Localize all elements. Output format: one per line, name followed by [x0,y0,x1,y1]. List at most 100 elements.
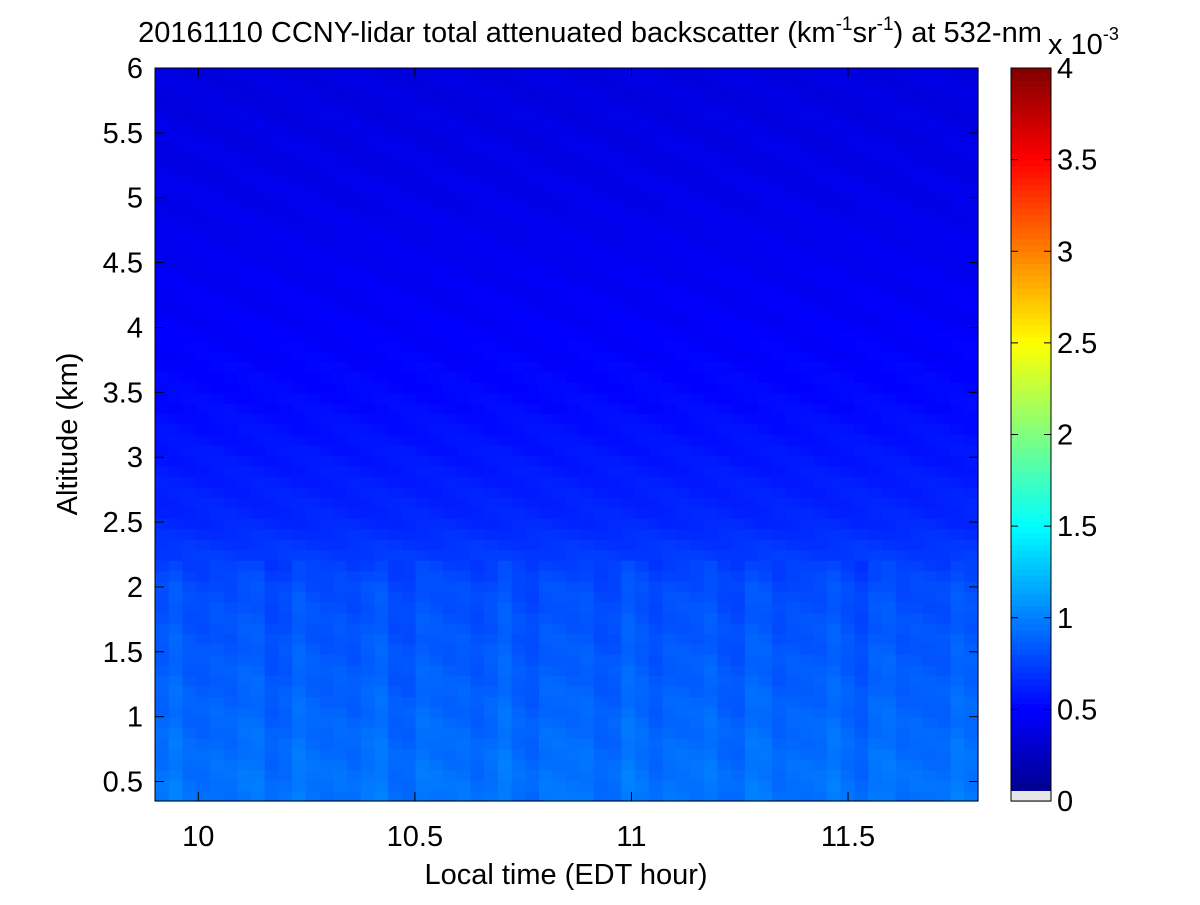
heatmap-cell [923,654,938,666]
colorbar-swatch [1011,287,1051,295]
heatmap-cell [772,193,787,205]
heatmap-cell [333,403,348,415]
heatmap-cell [388,151,403,163]
heatmap-cell [772,340,787,352]
heatmap-cell [443,382,458,394]
colorbar-swatch [1011,294,1051,301]
heatmap-cell [895,340,911,352]
heatmap-cell [635,277,650,289]
heatmap-cell [401,277,417,289]
heatmap-cell [909,675,924,687]
heatmap-cell [497,130,513,142]
heatmap-cell [799,424,814,436]
heatmap-cell [909,287,924,299]
heatmap-cell [621,696,636,708]
heatmap-cell [552,675,568,687]
heatmap-cell [621,528,636,540]
heatmap-cell [223,675,238,687]
heatmap-cell [388,780,403,792]
heatmap-cell [511,246,526,258]
heatmap-cell [223,99,238,111]
heatmap-cell [155,769,170,781]
heatmap-cell [360,570,376,582]
heatmap-cell [305,434,321,446]
heatmap-cell [717,235,732,247]
heatmap-cell [717,717,732,729]
heatmap-cell [470,790,485,802]
heatmap-cell [662,225,677,237]
heatmap-cell [182,403,197,415]
heatmap-cell [347,183,362,195]
heatmap-cell [511,235,526,247]
heatmap-cell [868,413,883,425]
heatmap-cell [936,256,952,268]
heatmap-cell [429,214,444,226]
heatmap-cell [689,560,705,572]
colorbar-swatch [1011,232,1051,240]
heatmap-cell [785,266,801,279]
heatmap-cell [196,246,211,258]
heatmap-cell [785,424,801,436]
heatmap-cell [497,162,513,174]
heatmap-cell [168,413,184,425]
heatmap-cell [525,371,540,383]
heatmap-cell [607,528,622,540]
heatmap-cell [415,235,430,247]
heatmap-cell [648,382,664,394]
heatmap-cell [635,382,650,394]
heatmap-cell [415,371,430,383]
heatmap-cell [278,769,293,781]
heatmap-cell [744,287,760,299]
heatmap-cell [223,256,238,268]
heatmap-cell [319,790,334,802]
heatmap-cell [278,109,293,121]
heatmap-cell [552,497,568,509]
heatmap-cell [223,560,238,572]
heatmap-cell [196,675,211,687]
heatmap-cell [223,738,238,750]
heatmap-cell [360,612,376,624]
heatmap-cell [717,308,732,320]
heatmap-cell [799,769,814,781]
heatmap-cell [278,727,293,739]
heatmap-cell [305,287,321,299]
heatmap-cell [374,570,389,582]
heatmap-cell [360,319,376,331]
heatmap-cell [950,88,965,101]
heatmap-cell [223,727,238,739]
heatmap-cell [292,204,307,216]
heatmap-cell [854,560,869,572]
heatmap-cell [827,507,842,519]
heatmap-cell [251,413,266,425]
heatmap-cell [497,403,513,415]
heatmap-cell [717,120,732,132]
heatmap-cell [347,109,362,121]
heatmap-cell [936,246,952,258]
heatmap-cell [895,738,911,750]
heatmap-cell [305,780,321,792]
heatmap-cell [895,392,911,404]
heatmap-cell [717,790,732,802]
heatmap-cell [717,403,732,415]
heatmap-cell [264,88,280,101]
heatmap-cell [264,308,280,320]
heatmap-cell [813,664,828,676]
heatmap-cell [744,382,760,394]
heatmap-cell [731,329,746,341]
heatmap-cell [484,497,499,509]
colorbar-swatch [1011,605,1051,613]
heatmap-cell [895,497,911,509]
heatmap-cell [360,643,376,655]
heatmap-cell [292,560,307,572]
heatmap-cell [539,151,554,163]
heatmap-cell [360,675,376,687]
heatmap-cell [401,612,417,624]
heatmap-cell [484,507,499,519]
heatmap-cell [168,685,184,697]
heatmap-cell [196,172,211,184]
heatmap-cell [168,151,184,163]
heatmap-cell [209,602,225,614]
heatmap-cell [525,560,540,572]
heatmap-cell [223,528,238,540]
heatmap-cell [621,329,636,341]
